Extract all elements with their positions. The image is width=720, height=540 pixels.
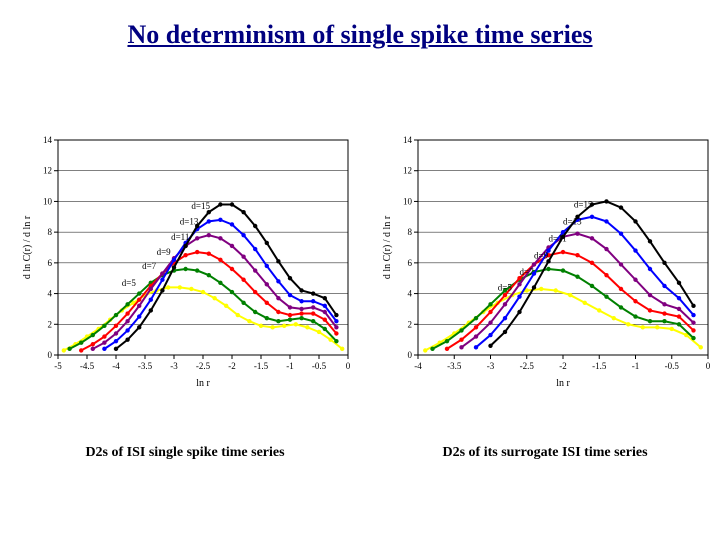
svg-text:d=13: d=13 <box>180 216 199 226</box>
svg-text:-5: -5 <box>54 361 62 371</box>
svg-text:d=5: d=5 <box>122 278 137 288</box>
svg-text:-2.5: -2.5 <box>520 361 535 371</box>
svg-text:6: 6 <box>48 258 53 268</box>
svg-text:d=7: d=7 <box>520 267 535 277</box>
svg-text:-1.5: -1.5 <box>254 361 269 371</box>
svg-text:0: 0 <box>408 350 413 360</box>
svg-text:d ln C(r) / d ln r: d ln C(r) / d ln r <box>382 215 393 279</box>
svg-text:d=13: d=13 <box>563 216 582 226</box>
svg-text:-3: -3 <box>487 361 495 371</box>
svg-text:-1: -1 <box>286 361 294 371</box>
svg-text:0: 0 <box>48 350 53 360</box>
svg-text:d=15: d=15 <box>574 200 593 210</box>
svg-text:d=5: d=5 <box>498 283 513 293</box>
svg-text:-4.5: -4.5 <box>80 361 95 371</box>
left-chart: 0 2 4 6 8 10 12 14 -5 -4.5 -4 -3.5 -3 -2.5 -2 -1.5 -1 -0.… <box>18 130 358 390</box>
page-title: No determinism of single spike time seri… <box>0 20 720 50</box>
svg-text:10: 10 <box>43 196 53 206</box>
svg-text:14: 14 <box>43 135 53 145</box>
svg-text:8: 8 <box>48 227 53 237</box>
svg-text:14: 14 <box>403 135 413 145</box>
svg-text:d ln C(r) / d ln r: d ln C(r) / d ln r <box>22 215 33 279</box>
svg-text:d=11: d=11 <box>549 233 567 243</box>
right-chart: 0 2 4 6 8 10 12 14 -4 -3.5 -3 -2.5 -2 -1.5 -1 -0.5 0 ln r… <box>378 130 718 390</box>
svg-text:2: 2 <box>408 319 413 329</box>
svg-text:-4: -4 <box>112 361 120 371</box>
caption-left: D2s of ISI single spike time series <box>20 445 350 461</box>
svg-text:-4: -4 <box>414 361 422 371</box>
svg-text:-3.5: -3.5 <box>447 361 462 371</box>
svg-text:-2: -2 <box>228 361 236 371</box>
svg-text:10: 10 <box>403 196 413 206</box>
svg-text:-1: -1 <box>632 361 640 371</box>
svg-text:-3.5: -3.5 <box>138 361 153 371</box>
svg-text:-0.5: -0.5 <box>665 361 680 371</box>
svg-text:d=7: d=7 <box>142 261 157 271</box>
svg-text:12: 12 <box>43 166 52 176</box>
svg-text:8: 8 <box>408 227 413 237</box>
svg-text:4: 4 <box>48 289 53 299</box>
svg-text:-1.5: -1.5 <box>592 361 607 371</box>
caption-right: D2s of its surrogate ISI time series <box>380 445 710 461</box>
svg-text:ln r: ln r <box>556 378 570 389</box>
svg-text:-2.5: -2.5 <box>196 361 211 371</box>
svg-text:12: 12 <box>403 166 412 176</box>
svg-text:0: 0 <box>706 361 711 371</box>
svg-text:d=15: d=15 <box>191 201 210 211</box>
svg-text:d=11: d=11 <box>171 232 189 242</box>
svg-text:ln r: ln r <box>196 378 210 389</box>
svg-text:-3: -3 <box>170 361 178 371</box>
svg-text:d=9: d=9 <box>534 250 549 260</box>
svg-text:-0.5: -0.5 <box>312 361 327 371</box>
svg-text:4: 4 <box>408 289 413 299</box>
svg-text:0: 0 <box>346 361 351 371</box>
svg-text:2: 2 <box>48 319 53 329</box>
svg-text:d=9: d=9 <box>157 247 172 257</box>
svg-text:6: 6 <box>408 258 413 268</box>
svg-text:-2: -2 <box>559 361 567 371</box>
